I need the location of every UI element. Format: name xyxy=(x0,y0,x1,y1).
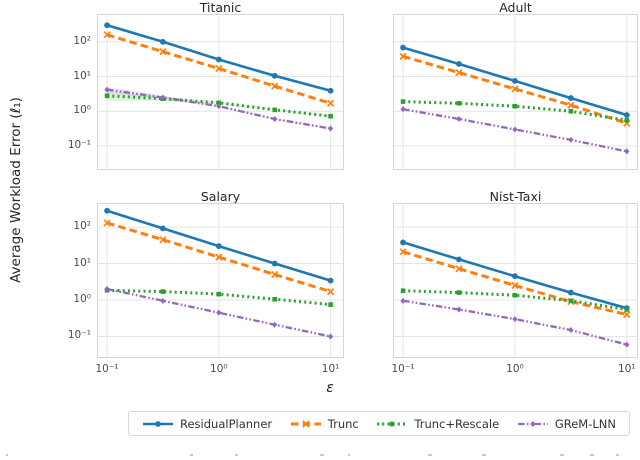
x-tick-label: 10⁻¹ xyxy=(391,363,415,375)
cropped-caption-speck xyxy=(590,454,594,456)
legend: ResidualPlanner Trunc Trunc+Rescale GReM… xyxy=(128,411,630,436)
cropped-caption-speck xyxy=(428,454,432,456)
y-tick-label: 10⁻¹ xyxy=(67,329,91,342)
legend-item-grem-lnn: GReM-LNN xyxy=(517,417,616,431)
residualplanner-line-sample-icon xyxy=(143,420,173,427)
cropped-caption-speck xyxy=(348,454,350,456)
subplot-adult-canvas xyxy=(393,14,638,170)
legend-label: Trunc+Rescale xyxy=(414,416,500,431)
subplot-title-salary: Salary xyxy=(200,189,241,204)
x-tick-label: 10⁻¹ xyxy=(95,363,119,375)
y-tick-label: 10¹ xyxy=(73,256,91,269)
subplot-title-titanic: Titanic xyxy=(199,0,242,15)
legend-item-trunc-rescale: Trunc+Rescale xyxy=(376,417,499,431)
cropped-caption-speck xyxy=(235,454,238,456)
x-tick-label: 10⁰ xyxy=(210,363,228,375)
y-tick-label: 10⁰ xyxy=(73,104,91,117)
grem-lnn-line-sample-icon xyxy=(517,420,548,427)
subplot-titanic-canvas xyxy=(97,14,344,170)
y-axis-label: Average Workload Error (ℓ₁) xyxy=(8,97,24,283)
legend-label: Trunc xyxy=(327,416,359,431)
subplot-title-nist-taxi: Nist-Taxi xyxy=(489,189,542,204)
y-tick-label: 10¹ xyxy=(73,69,91,82)
subplot-salary-canvas xyxy=(97,203,344,358)
cropped-caption-speck xyxy=(616,454,619,456)
legend-label: GReM-LNN xyxy=(554,416,616,431)
cropped-caption-speck xyxy=(190,454,193,456)
x-tick-label: 10⁰ xyxy=(506,363,524,375)
y-tick-label: 10² xyxy=(73,220,91,233)
x-tick-label: 10¹ xyxy=(618,363,636,375)
trunc-rescale-line-sample-icon xyxy=(377,421,408,426)
cropped-caption-speck xyxy=(482,454,486,456)
y-tick-label: 10⁰ xyxy=(73,293,91,305)
subplot-title-adult: Adult xyxy=(499,0,532,15)
cropped-caption-speck xyxy=(6,454,8,456)
legend-label: ResidualPlanner xyxy=(180,416,273,431)
cropped-caption-speck xyxy=(320,454,324,456)
trunc-line-sample-icon xyxy=(290,419,321,428)
legend-item-residualplanner: ResidualPlanner xyxy=(142,417,272,431)
cropped-caption-speck xyxy=(560,454,564,456)
subplot-nist-taxi-canvas xyxy=(393,203,638,358)
x-tick-label: 10¹ xyxy=(321,363,340,375)
y-tick-label: 10⁻¹ xyxy=(67,139,91,152)
y-tick-label: 10² xyxy=(73,34,91,47)
x-axis-label: ε xyxy=(326,380,334,396)
legend-item-trunc: Trunc xyxy=(290,417,359,431)
